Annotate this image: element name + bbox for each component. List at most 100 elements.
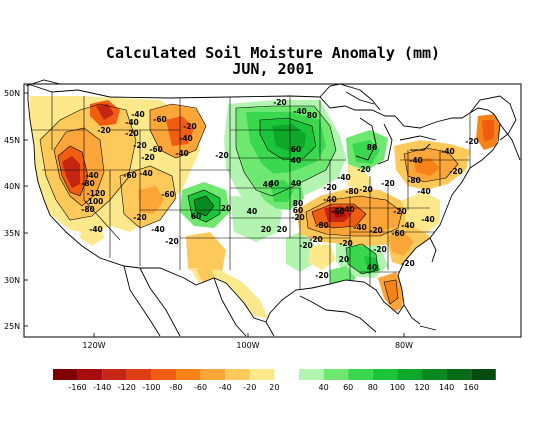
lon-label: 100W [236,341,259,350]
dry-region-mw [348,164,372,192]
map-title: Calculated Soil Moisture Anomaly (mm) [105,44,441,62]
contour-label: -80 [315,221,329,230]
contour-label: -60 [149,145,163,154]
legend-swatch [249,369,275,380]
legend-labels: -160 -140 -120 -100 -80 -60 -40 -20 20 40 60 80 100 1… [69,383,479,392]
contour-label: -20 [357,165,371,174]
contour-label: -20 [125,129,139,138]
legend-label: 140 [439,383,454,392]
contour-label: -40 [175,149,189,158]
dry-region-ohio-5 [332,210,346,218]
contour-label: -20 [141,153,155,162]
lat-label: 40N [4,182,20,191]
legend-swatch [274,369,299,380]
contour-label: -40 [151,225,165,234]
contour-label: -20 [465,137,479,146]
contour-label: 80 [293,199,303,208]
lon-label: 120W [82,341,105,350]
wet-region-ne-2 [352,140,380,164]
wet-region-ms-3 [364,256,380,274]
wet-region-colorado-3 [194,196,214,216]
dry-pocket-ca [80,220,104,246]
legend-swatch [372,369,398,380]
contour-label: -60 [331,207,345,216]
legend-label: 40 [319,383,329,392]
contour-label: -20 [369,226,383,235]
lat-label: 45N [4,136,20,145]
legend-swatch [53,369,78,380]
contour-label: 60 [191,212,201,221]
contour-label: -20 [401,259,415,268]
legend-swatch [176,369,201,380]
wet-region-kansas-2 [270,180,294,202]
anomaly-fill [30,96,500,318]
contour-label: -60 [391,229,405,238]
legend-label: -140 [93,383,111,392]
legend-label: 80 [368,383,378,392]
contour-label: 80 [367,143,377,152]
contour-label: -40 [341,205,355,214]
legend-label: 160 [464,383,479,392]
contour-label: -20 [449,167,463,176]
legend-swatch [200,369,226,380]
contour-label: -80 [81,179,95,188]
legend-swatch [102,369,127,380]
dry-region-ne-us-3 [414,158,440,176]
contour-label: 20 [339,255,349,264]
legend-swatch [348,369,373,380]
lon-labels: 120W 100W 80W [82,341,413,350]
contour-label: -40 [409,156,423,165]
lon-label: 80W [395,341,413,350]
lat-label: 30N [4,276,20,285]
contour-label: -40 [179,134,193,143]
contour-label: -40 [125,118,139,127]
contour-label: -80 [81,205,95,214]
legend-label: 20 [269,383,279,392]
contour-label: -20 [309,235,323,244]
lat-label: 25N [4,322,20,331]
contour-label: -20 [315,271,329,280]
contour-label: -20 [323,183,337,192]
contour-label: -80 [407,176,421,185]
dry-region-se-2 [388,232,414,256]
contour-label: -40 [131,110,145,119]
legend-swatch [446,369,472,380]
contour-label: -20 [299,241,313,250]
contour-label: -40 [293,107,307,116]
contour-label: -40 [89,225,103,234]
wet-region-plains [230,196,282,242]
dry-sw [186,232,226,280]
contour-label: -20 [183,122,197,131]
contour-label: -40 [401,221,415,230]
contour-label: -40 [139,169,153,178]
contour-label: -20 [165,237,179,246]
contour-label: -40 [323,195,337,204]
lat-label: 50N [4,89,20,98]
contour-label: -60 [161,190,175,199]
legend-swatch [471,369,496,380]
legend-swatch [397,369,422,380]
contour-label: 20 [261,225,271,234]
contour-label: -20 [359,185,373,194]
contour-label: 20 [221,204,231,213]
contour-label: 80 [307,111,317,120]
contour-label: -40 [417,187,431,196]
dry-pocket-gb-2 [138,186,164,214]
contour-label: -40 [441,147,455,156]
legend-label: -80 [169,383,182,392]
contour-label: -20 [393,207,407,216]
legend-label: 120 [414,383,429,392]
contour-label: -80 [345,187,359,196]
contour-label: -20 [381,179,395,188]
contour-label: -20 [273,98,287,107]
legend-swatch [77,369,103,380]
contour-label: 40 [263,180,273,189]
legend-swatches [53,369,496,380]
dry-region-ar [308,244,336,270]
contour-label: -40 [85,171,99,180]
contour-label: -60 [153,115,167,124]
legend-label: -120 [118,383,136,392]
wet-region-north-5 [272,124,306,152]
